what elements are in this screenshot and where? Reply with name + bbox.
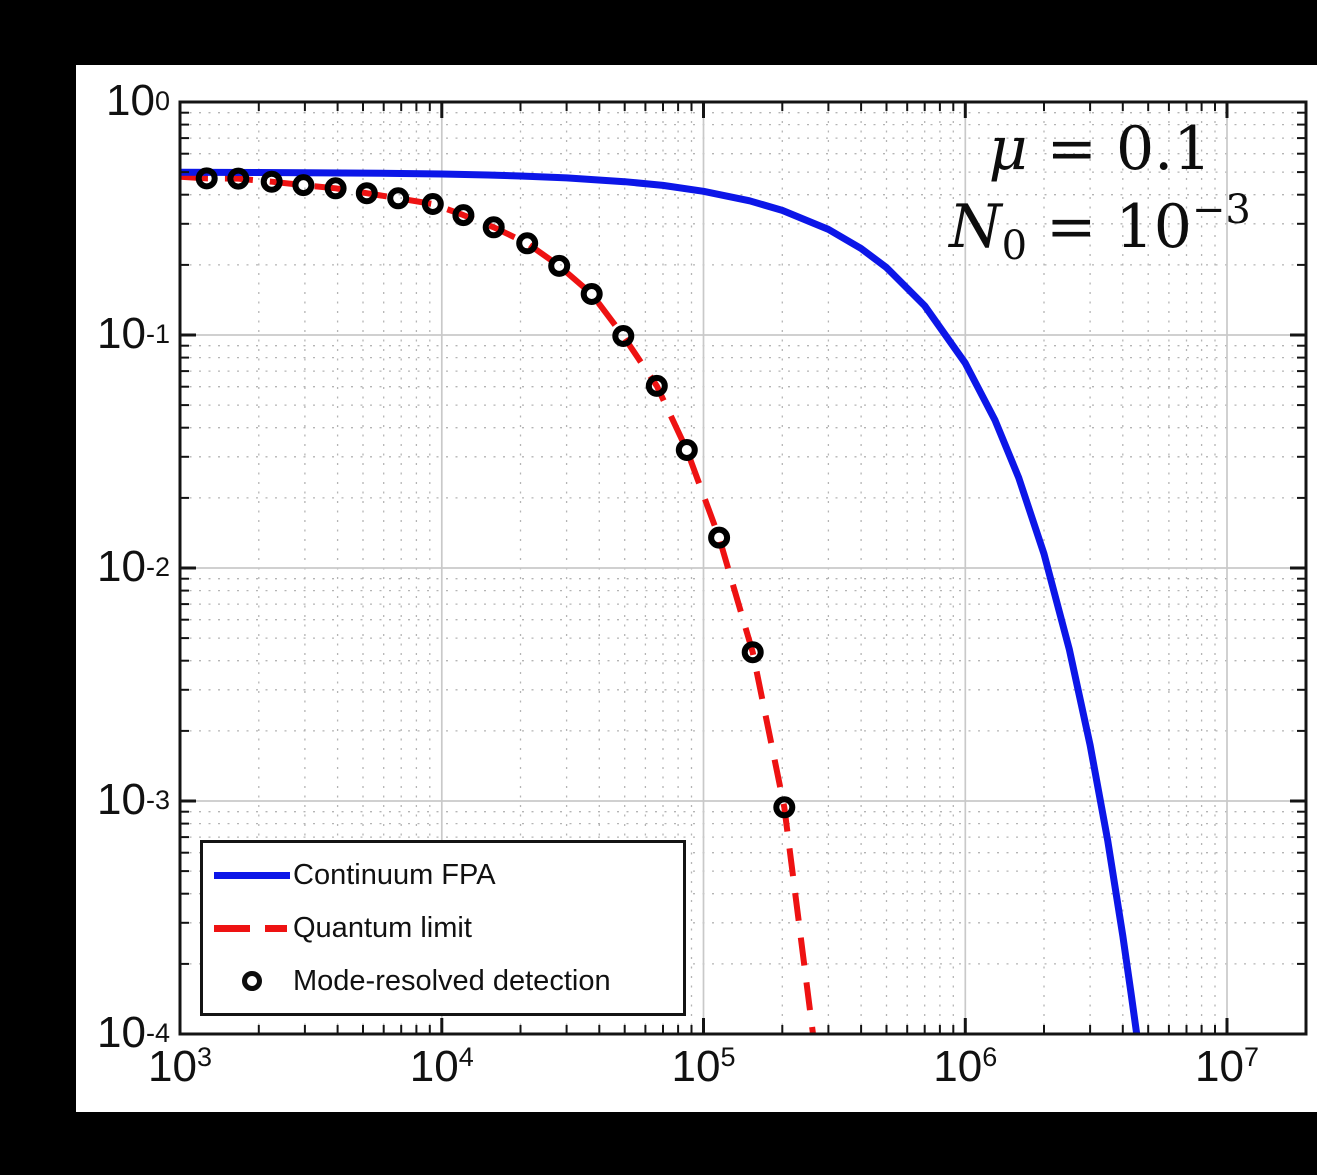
n0-symbol: N <box>949 192 1002 262</box>
x-tick-label: 103 <box>148 1042 212 1091</box>
legend-dashed-line-swatch <box>214 924 290 932</box>
y-tick-label: 10 -1 <box>97 309 170 358</box>
mode-resolved-marker <box>548 254 571 277</box>
y-tick-label: 10 -4 <box>97 1008 170 1057</box>
legend: Continuum FPA Quantum limit Mode-resolve… <box>200 840 686 1016</box>
legend-sample-area <box>213 871 291 879</box>
legend-label: Quantum limit <box>293 911 472 944</box>
mode-resolved-marker <box>580 283 603 305</box>
mode-resolved-marker <box>324 177 347 200</box>
mode-resolved-marker <box>387 187 410 210</box>
x-tick-label: 105 <box>671 1042 736 1091</box>
mode-resolved-marker <box>227 167 250 190</box>
x-tick-label: 106 <box>933 1042 998 1091</box>
legend-sample-area <box>213 924 291 932</box>
mode-resolved-marker <box>260 170 283 193</box>
legend-item-quantum-limit: Quantum limit <box>213 903 683 953</box>
continuum-fpa-curve <box>180 168 1141 1034</box>
annotation-line-n0: N0 = 10−3 <box>880 188 1317 266</box>
mu-symbol: μ <box>988 114 1028 184</box>
mode-resolved-marker <box>421 193 444 215</box>
legend-label: Mode-resolved detection <box>293 964 611 997</box>
n0-exponent: −3 <box>1191 187 1251 233</box>
plot-border <box>178 100 1308 1036</box>
legend-label: Continuum FPA <box>293 858 496 891</box>
mu-value: = 0.1 <box>1027 114 1212 184</box>
mode-resolved-marker <box>452 204 475 227</box>
legend-item-mode-resolved: Mode-resolved detection <box>213 956 683 1006</box>
mode-resolved-marker <box>741 641 764 664</box>
mode-resolved-marker <box>355 182 378 205</box>
mode-resolved-marker <box>292 174 315 197</box>
mode-resolved-marker <box>675 439 698 461</box>
parameter-annotation: μ = 0.1 N0 = 10−3 <box>880 110 1317 266</box>
x-tick-label: 104 <box>409 1042 474 1091</box>
annotation-line-mu: μ = 0.1 <box>880 110 1317 188</box>
mode-resolved-marker <box>195 167 218 190</box>
mode-resolved-marker <box>482 216 505 239</box>
n0-value: = 10 <box>1027 192 1192 262</box>
legend-item-continuum-fpa: Continuum FPA <box>213 850 683 900</box>
y-tick-label: 10 0 <box>106 76 170 125</box>
mode-resolved-marker <box>612 325 635 347</box>
mode-resolved-marker <box>773 796 796 819</box>
legend-sample-area <box>213 971 291 991</box>
legend-solid-line-swatch <box>214 871 290 879</box>
x-tick-label: 107 <box>1195 1042 1259 1091</box>
mode-resolved-marker <box>645 374 668 397</box>
y-tick-label: 10 -3 <box>97 775 170 824</box>
y-tick-label: 10 -2 <box>97 542 170 591</box>
mode-resolved-marker <box>708 526 731 549</box>
mode-resolved-marker <box>516 232 539 255</box>
legend-circle-marker-swatch <box>242 971 262 991</box>
n0-subscript: 0 <box>1001 223 1028 269</box>
